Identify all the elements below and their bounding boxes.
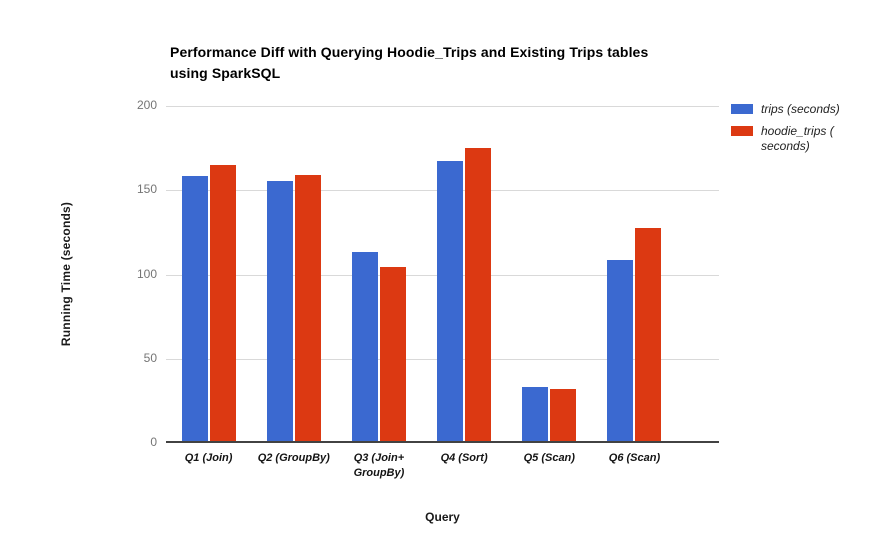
bar-hoodie-trips-q3-join-groupby[interactable] [379,266,406,441]
bar-trips-q6-scan[interactable] [607,260,634,441]
y-tick-label-50: 50 [143,350,157,365]
legend-swatch-icon [731,104,753,114]
legend-label: hoodie_trips ( seconds) [761,124,834,153]
bar-trips-q5-scan[interactable] [522,387,549,441]
x-tick-label-q4-sort: Q4 (Sort) [440,452,488,464]
plot-area [166,106,719,443]
bar-hoodie-trips-q1-join[interactable] [209,164,236,441]
bar-trips-q2-groupby[interactable] [266,181,293,441]
bar-hoodie-trips-q4-sort[interactable] [465,147,492,441]
x-tick-label-q2-groupby: Q2 (GroupBy) [257,452,330,464]
bar-group-q3-join-groupby [336,106,421,441]
bar-hoodie-trips-q2-groupby[interactable] [294,174,321,441]
legend-swatch-icon [731,126,753,136]
gridline-200 [166,106,719,107]
bar-trips-q1-join[interactable] [181,176,208,441]
bar-hoodie-trips-q6-scan[interactable] [635,228,662,441]
y-tick-label-200: 200 [136,98,157,112]
x-tick-label-q3-join-groupby: Q3 (Join+ GroupBy) [353,452,405,479]
bar-trips-q3-join-groupby[interactable] [351,251,378,441]
bar-group-q5-scan [507,106,592,441]
y-axis: 0 50 100 150 200 [112,98,157,449]
x-tick-label-q6-scan: Q6 (Scan) [608,452,661,464]
legend-item-hoodie-trips[interactable]: hoodie_trips ( seconds) [731,124,881,154]
legend-label: trips (seconds) [761,102,840,116]
y-axis-title: Running Time (seconds) [59,201,73,347]
bar-group-q6-scan [592,106,677,441]
x-axis-labels: Q1 (Join) Q2 (GroupBy) Q3 (Join+ GroupBy) Q… [166,451,677,481]
y-tick-label-100: 100 [136,266,157,281]
bars-region [166,106,677,441]
x-axis-title: Query [425,510,460,524]
bar-group-q2-groupby [251,106,336,441]
chart-title: Performance Diff with Querying Hoodie_Tr… [170,44,649,81]
x-tick-label-q5-scan: Q5 (Scan) [523,452,575,464]
bar-trips-q4-sort[interactable] [437,161,464,441]
bar-group-q4-sort [422,106,507,441]
bar-hoodie-trips-q5-scan[interactable] [550,389,577,441]
bar-group-q1-join [166,106,251,441]
legend-item-trips[interactable]: trips (seconds) [731,102,881,117]
legend: trips (seconds) hoodie_trips ( seconds) [731,102,881,161]
y-tick-label-150: 150 [136,182,157,197]
y-tick-label-0: 0 [150,435,157,449]
x-tick-label-q1-join: Q1 (Join) [184,452,233,464]
